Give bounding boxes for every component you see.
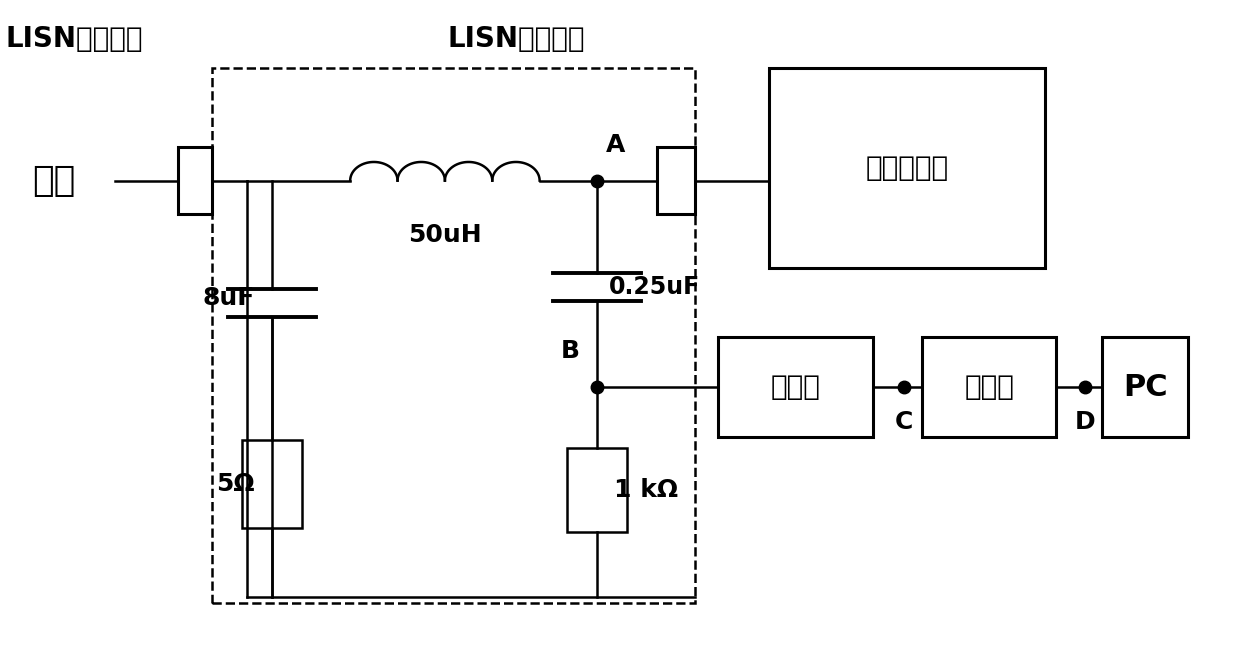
Text: 5Ω: 5Ω	[217, 471, 255, 496]
Text: A: A	[606, 133, 626, 157]
Text: D: D	[1075, 410, 1095, 434]
Polygon shape	[179, 147, 212, 214]
Text: LISN前接线柱: LISN前接线柱	[448, 25, 585, 53]
Polygon shape	[567, 448, 627, 532]
Text: 浮空: 浮空	[32, 164, 76, 197]
Text: 0.25uF: 0.25uF	[609, 275, 699, 299]
Text: LISN后接线柱: LISN后接线柱	[6, 25, 144, 53]
Polygon shape	[657, 147, 694, 214]
Text: 8uF: 8uF	[202, 286, 255, 310]
Text: 信号发生器: 信号发生器	[866, 154, 949, 182]
Text: B: B	[560, 339, 580, 363]
Polygon shape	[242, 440, 303, 528]
Text: 衰减器: 衰减器	[770, 373, 820, 401]
Text: 50uH: 50uH	[408, 223, 481, 246]
Text: PC: PC	[1123, 373, 1168, 401]
Text: 接收机: 接收机	[965, 373, 1014, 401]
Text: C: C	[894, 410, 913, 434]
Text: 1 kΩ: 1 kΩ	[614, 478, 678, 502]
